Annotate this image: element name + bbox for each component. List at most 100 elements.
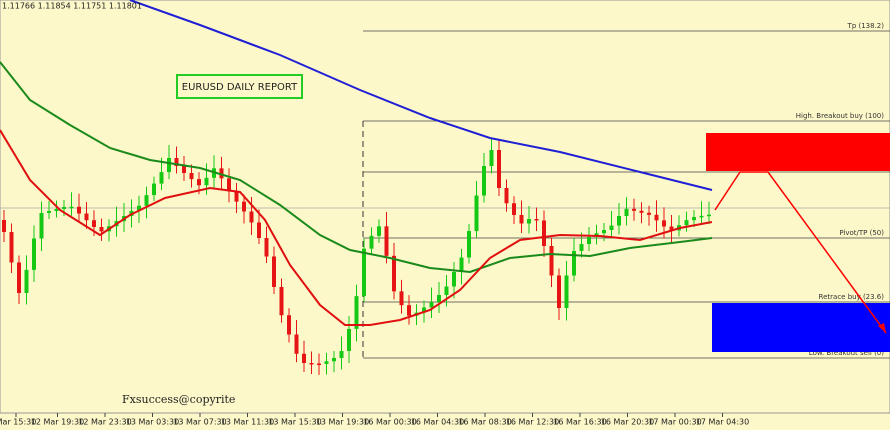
time-label: 16 Mar 16:30 [553, 418, 606, 427]
fib-levels: Tp (138.2) High. Breakout buy (100) Retrac… [363, 22, 890, 359]
candle-body [257, 222, 261, 238]
candle-body [564, 275, 569, 308]
candle-body [624, 208, 629, 216]
candle-body [459, 257, 464, 272]
time-label: Mar 15:30 [0, 418, 36, 427]
candle-body [354, 296, 359, 329]
candle-body [279, 287, 284, 316]
candle-body [392, 255, 396, 292]
level-label: Retrace buy (23.6) [819, 293, 885, 301]
candle-body [504, 188, 509, 204]
candle-body [519, 215, 524, 224]
time-label: 13 Mar 15:30 [268, 418, 321, 427]
candle-body [219, 168, 224, 179]
candle-body [264, 238, 269, 257]
candle-body [384, 226, 389, 256]
candle-body [287, 315, 291, 335]
candle-body [707, 214, 711, 217]
candle-body [137, 205, 141, 211]
candle-body [272, 256, 276, 287]
candle-body [534, 219, 539, 221]
candle-body [234, 191, 239, 202]
candle-body [474, 195, 479, 231]
candle-body [662, 220, 666, 227]
time-label: 13 Mar 07:30 [173, 418, 226, 427]
candle-body [197, 179, 201, 186]
level-label: Tp (138.2) [847, 22, 885, 30]
sell-zone [706, 133, 890, 171]
time-label: 13 Mar 11:30 [221, 418, 274, 427]
candle-body [174, 158, 179, 166]
candle-body [489, 150, 494, 166]
candle-body [362, 248, 366, 297]
candle-body [669, 226, 674, 231]
candle-body [587, 237, 591, 244]
candle-body [2, 220, 6, 232]
candle-body [407, 305, 411, 316]
time-label: 12 Mar 23:30 [78, 418, 131, 427]
time-label: 17 Mar 04:30 [696, 418, 749, 427]
candle-body [17, 262, 21, 293]
time-label: 13 Mar 03:30 [126, 418, 179, 427]
time-label: 17 Mar 00:30 [648, 418, 701, 427]
candle-body [542, 220, 546, 246]
candle-body [144, 195, 149, 206]
candle-body [24, 269, 29, 293]
candle-body [437, 295, 441, 302]
candle-body [557, 275, 561, 308]
candle-body [549, 246, 554, 276]
candle-body [422, 307, 426, 313]
candle-body [77, 206, 81, 214]
price-quote: 1.11766 1.11854 1.11751 1.11801 [2, 2, 142, 11]
forecast-arrow [714, 171, 887, 334]
candle-body [377, 226, 381, 236]
candle-body [159, 172, 164, 184]
candle-body [227, 178, 231, 192]
time-label: 16 Mar 12:30 [506, 418, 559, 427]
buy-zone [712, 303, 890, 352]
level-label: High. Breakout buy (100) [796, 112, 884, 120]
candle-body [32, 238, 36, 270]
candle-body [324, 361, 329, 364]
candle-body [54, 209, 59, 211]
candle-body [527, 219, 531, 224]
candle-body [249, 211, 254, 223]
candle-body [452, 272, 456, 287]
candle-body [9, 232, 14, 263]
time-label: 16 Mar 04:30 [411, 418, 464, 427]
candle-body [399, 291, 404, 306]
candle-body [84, 213, 89, 221]
time-label: 16 Mar 08:30 [458, 418, 511, 427]
candle-body [617, 216, 621, 226]
candle-body [602, 230, 606, 234]
time-label: 13 Mar 19:30 [316, 418, 369, 427]
candle-body [692, 217, 696, 221]
time-label: 16 Mar 20:30 [601, 418, 654, 427]
candle-body [639, 210, 644, 213]
candle-body [444, 286, 449, 295]
candle-body [39, 213, 44, 239]
ma-fast [0, 129, 713, 326]
candle-body [317, 363, 321, 365]
candle-body [647, 212, 651, 215]
ma-slow [129, 0, 713, 191]
candle-body [654, 214, 659, 221]
candle-body [302, 353, 306, 363]
candle-body [609, 225, 614, 230]
candle-body [429, 302, 434, 308]
candle-body [99, 227, 104, 232]
candle-body [497, 150, 501, 188]
candle-body [92, 220, 96, 227]
time-label: 16 Mar 00:30 [363, 418, 416, 427]
candle-body [309, 363, 314, 365]
candle-body [47, 211, 51, 213]
candle-body [579, 244, 584, 251]
candle-body [699, 215, 704, 218]
candle-body [632, 208, 636, 211]
report-box [176, 74, 303, 99]
candle-body [152, 183, 156, 196]
candle-body [467, 231, 471, 258]
watermark: Fxsuccess@copyrite [122, 393, 235, 406]
candle-body [339, 351, 344, 358]
